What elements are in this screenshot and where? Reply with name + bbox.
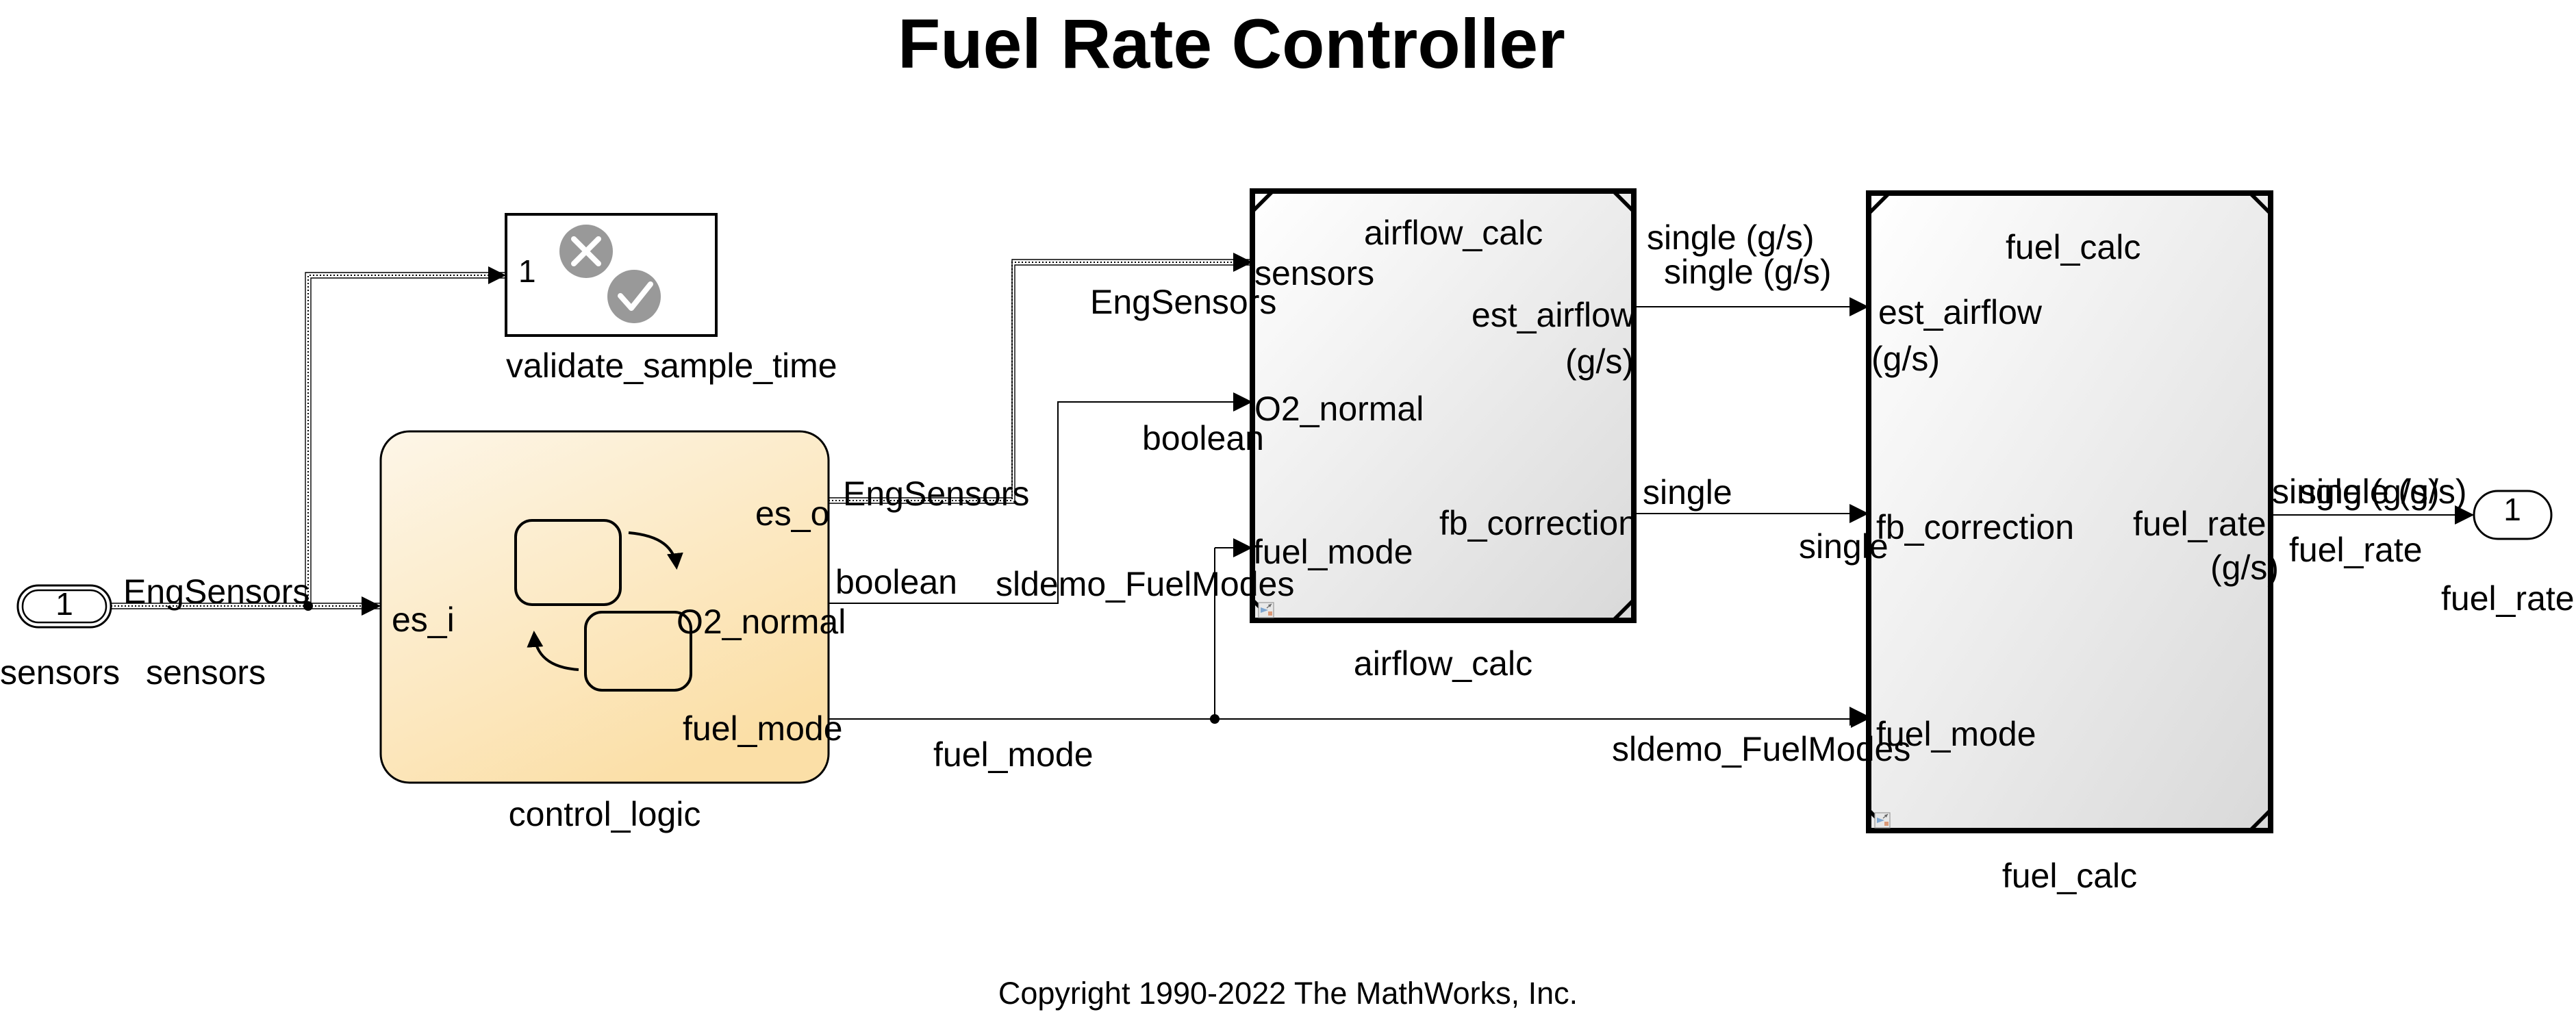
svg-text:1: 1: [55, 586, 73, 622]
svg-text:1: 1: [2503, 492, 2521, 527]
svg-text:1: 1: [518, 253, 536, 289]
